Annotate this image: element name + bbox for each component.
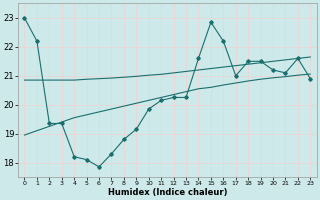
X-axis label: Humidex (Indice chaleur): Humidex (Indice chaleur) <box>108 188 227 197</box>
